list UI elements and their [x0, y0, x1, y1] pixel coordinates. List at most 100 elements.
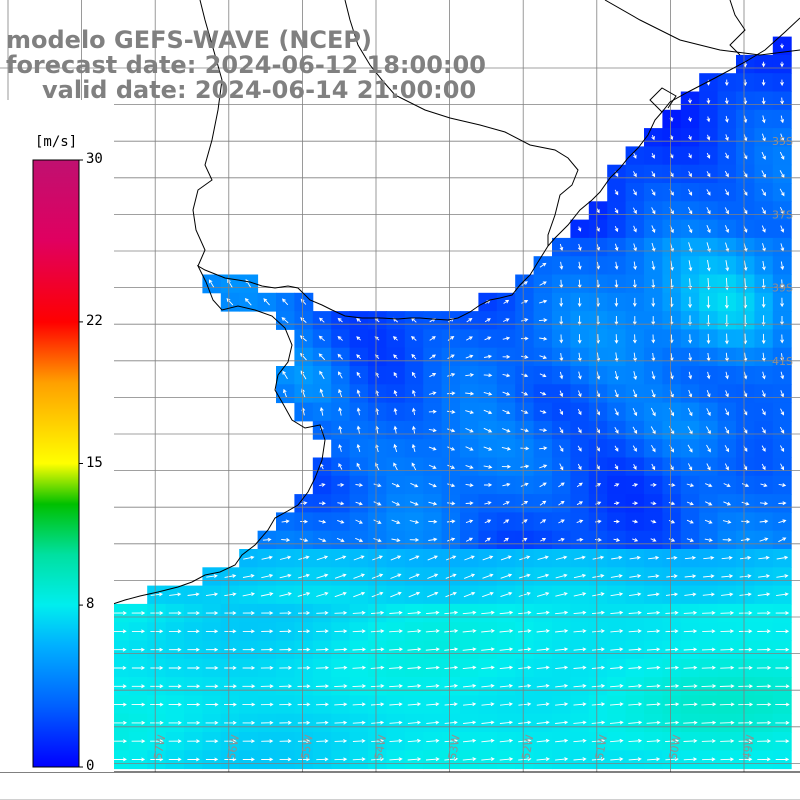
wind-arrow [447, 446, 456, 451]
wind-arrow [683, 610, 698, 615]
colorbar [0, 100, 114, 772]
wind-arrow [447, 372, 456, 377]
wind-arrow [555, 702, 569, 707]
wind-arrow [428, 409, 437, 414]
wind-arrow [242, 666, 256, 670]
wind-arrow [407, 720, 422, 725]
wind-arrow [444, 683, 459, 688]
wind-arrow [370, 684, 385, 688]
wind-arrow [356, 371, 361, 379]
wind-arrow [447, 428, 456, 433]
wind-arrow [334, 647, 348, 652]
wind-arrow [539, 373, 547, 378]
wind-arrow [646, 738, 661, 743]
wind-arrow [761, 296, 766, 309]
wind-arrow [592, 555, 605, 560]
wind-arrow [131, 684, 146, 689]
wind-arrow [758, 574, 771, 578]
wind-arrow [168, 666, 182, 670]
wind-arrow [665, 757, 679, 762]
wind-arrow [573, 647, 587, 652]
wind-arrow [483, 427, 493, 433]
wind-arrow [577, 463, 582, 471]
wind-arrow [761, 315, 766, 327]
wind-arrow [373, 538, 382, 543]
wind-arrow [425, 757, 440, 762]
wind-arrow [187, 739, 201, 744]
wind-arrow [614, 297, 619, 307]
wind-arrow [628, 720, 643, 725]
wind-arrow [465, 464, 474, 469]
wind-arrow [353, 573, 365, 579]
wind-arrow [703, 574, 715, 579]
wind-arrow [780, 463, 785, 471]
wind-arrow [539, 336, 548, 341]
wind-arrow [629, 592, 642, 597]
wind-arrow [706, 152, 711, 159]
wind-arrow [741, 501, 750, 506]
wind-arrow [499, 683, 514, 688]
wind-arrow [536, 702, 550, 707]
wind-arrow [706, 171, 711, 178]
wind-arrow [447, 537, 456, 542]
wind-arrow [409, 555, 420, 561]
wind-arrow [205, 720, 219, 725]
wind-arrow [738, 629, 753, 634]
wind-arrow [780, 225, 785, 233]
wind-arrow [596, 208, 600, 214]
wind-arrow [447, 501, 456, 506]
wind-arrow [688, 171, 692, 178]
wind-arrow [316, 610, 329, 615]
lat-label: 41S [772, 355, 793, 368]
wind-arrow [503, 519, 510, 524]
wind-arrow [633, 225, 637, 233]
wind-arrow [260, 592, 274, 597]
wind-arrow [426, 702, 440, 707]
wind-arrow [613, 519, 620, 524]
wind-arrow [131, 720, 146, 725]
wind-arrow [242, 592, 256, 597]
wind-arrow [647, 629, 661, 633]
wind-arrow [389, 757, 403, 762]
wind-arrow [390, 555, 402, 561]
wind-arrow [719, 684, 735, 688]
wind-arrow [447, 483, 456, 488]
wind-arrow [650, 407, 656, 417]
wind-arrow [356, 407, 361, 416]
wind-arrow [555, 647, 569, 652]
wind-arrow [427, 591, 439, 598]
wind-arrow [371, 573, 384, 579]
wind-arrow [740, 537, 751, 542]
wind-arrow [670, 260, 674, 271]
wind-arrow [446, 410, 456, 414]
wind-arrow [725, 260, 730, 272]
wind-arrow [775, 702, 790, 707]
wind-arrow [428, 391, 437, 396]
wind-arrow [610, 683, 624, 688]
wind-arrow [609, 702, 624, 707]
wind-arrow [462, 665, 477, 670]
wind-arrow [687, 224, 693, 234]
wind-arrow [279, 647, 292, 652]
wind-arrow [720, 665, 735, 670]
wind-arrow [738, 647, 753, 652]
wind-arrow [650, 501, 657, 506]
colorbar-scale [32, 159, 80, 768]
wind-arrow [462, 738, 477, 743]
wind-arrow [279, 702, 293, 707]
wind-arrow [168, 611, 182, 615]
wind-arrow [187, 611, 200, 615]
wind-arrow [555, 610, 569, 615]
wind-arrow [465, 537, 474, 542]
wind-arrow [536, 610, 550, 615]
wind-arrow [355, 483, 364, 487]
wind-arrow [780, 334, 785, 344]
wind-arrow [334, 610, 348, 615]
wind-arrow [168, 647, 182, 652]
wind-arrow [646, 647, 661, 652]
wind-arrow [410, 335, 417, 341]
wind-arrow [743, 133, 748, 142]
wind-arrow [756, 684, 772, 689]
wind-arrow [688, 296, 692, 309]
wind-arrow [465, 410, 475, 415]
